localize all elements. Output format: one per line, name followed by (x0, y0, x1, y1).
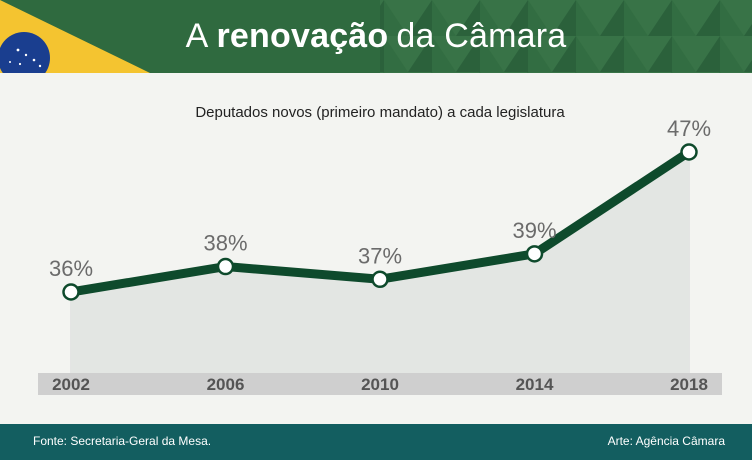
credit-note: Arte: Agência Câmara (607, 434, 725, 448)
line-chart: 36% 38% 37% 39% 47% 2002 2006 2010 2014 2018 (38, 116, 722, 395)
title-bold: renovação (216, 17, 389, 55)
data-point (371, 270, 389, 289)
value-label: 36% (49, 256, 93, 281)
x-axis-band (38, 373, 722, 395)
page-title: A renovação da Câmara (0, 0, 752, 73)
data-point (525, 245, 544, 263)
source-note: Fonte: Secretaria-Geral da Mesa. (33, 434, 212, 448)
title-prefix: A (185, 17, 209, 55)
x-tick-label: 2014 (516, 375, 554, 394)
chart-subtitle: Deputados novos (primeiro mandato) a cad… (195, 104, 565, 121)
data-point (62, 283, 80, 301)
data-point (216, 257, 235, 276)
x-tick-label: 2018 (670, 375, 708, 394)
value-label: 37% (358, 243, 402, 268)
data-point (680, 143, 698, 161)
chart-area-fill (71, 152, 689, 373)
x-tick-label: 2010 (361, 375, 399, 394)
x-tick-label: 2006 (207, 375, 245, 394)
footer-bar: Fonte: Secretaria-Geral da Mesa. Arte: A… (0, 424, 752, 460)
brazil-flag-globe-icon (0, 32, 50, 73)
header-background (0, 0, 752, 73)
value-label: 38% (203, 231, 247, 256)
title-suffix: da Câmara (396, 17, 567, 55)
header-banner: A renovação da Câmara (0, 0, 752, 73)
value-label: 39% (512, 218, 556, 243)
x-tick-label: 2002 (52, 375, 90, 394)
value-label: 47% (667, 116, 711, 141)
